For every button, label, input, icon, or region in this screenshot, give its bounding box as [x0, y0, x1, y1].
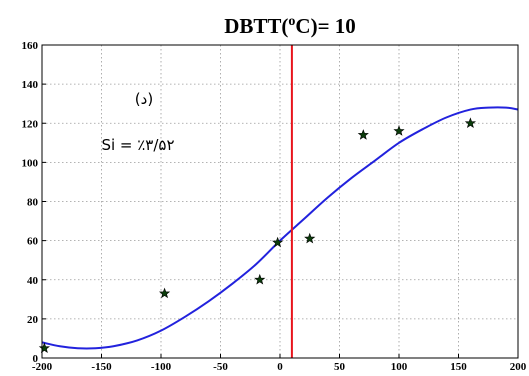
x-tick-label: -200	[32, 361, 53, 373]
grid	[42, 45, 518, 358]
fit-curve	[41, 106, 519, 350]
x-tick-label: 0	[277, 361, 283, 373]
axis-ticks: -200 -150 -100 -50 0 50 100 150 200 0 20 40 60 80 100 1…	[22, 40, 527, 373]
x-tick-label: 100	[391, 361, 408, 373]
data-point	[38, 342, 50, 353]
y-tick-label: 40	[27, 275, 39, 287]
y-tick-label: 60	[27, 236, 39, 248]
y-tick-label: 80	[27, 197, 39, 209]
x-tick-label: 150	[450, 361, 467, 373]
y-tick-label: 120	[22, 118, 39, 130]
data-point	[158, 287, 171, 299]
title-main: DBTT(	[224, 14, 288, 38]
y-tick-label: 160	[22, 40, 39, 52]
data-points	[38, 117, 476, 353]
y-tick-label: 20	[27, 314, 39, 326]
x-tick-label: 50	[334, 361, 346, 373]
data-point	[357, 129, 369, 140]
data-point	[393, 125, 405, 136]
chart-title: DBTT(oC)= 10	[224, 14, 356, 38]
x-tick-label: -150	[91, 361, 112, 373]
x-tick-label: -100	[151, 361, 172, 373]
silicon-content-label: Si = ٪۳/۵۲	[101, 136, 174, 154]
data-point	[464, 117, 476, 128]
title-superscript: o	[288, 14, 295, 29]
panel-label: (د)	[135, 90, 153, 108]
y-tick-label: 100	[22, 157, 39, 169]
data-point	[304, 232, 316, 244]
x-tick-label: 200	[510, 361, 527, 373]
y-tick-label: 0	[33, 353, 39, 365]
x-tick-label: -50	[213, 361, 228, 373]
title-rest: C)= 10	[295, 14, 355, 38]
y-tick-label: 140	[22, 79, 39, 91]
data-point	[254, 273, 266, 285]
data-point	[272, 236, 284, 248]
fit-curve-layer	[41, 106, 519, 350]
